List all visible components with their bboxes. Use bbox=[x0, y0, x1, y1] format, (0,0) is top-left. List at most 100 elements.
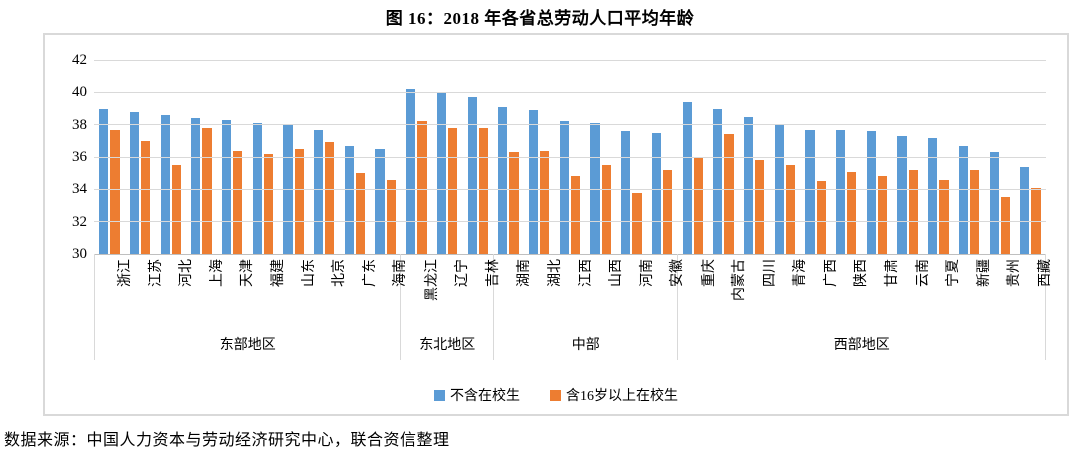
region-province-labels: 重庆 内蒙古 四川 青海 广西 陕西 甘肃 云南 宁夏 新疆 贵州 西藏 bbox=[678, 254, 1053, 327]
bar-江西-不含在校生 bbox=[559, 121, 569, 254]
y-axis: 42 40 38 36 34 32 30 bbox=[51, 52, 87, 262]
bar-江西-含16岁以上在校生 bbox=[570, 176, 581, 254]
gridline-30 bbox=[94, 253, 1046, 255]
category-广东 bbox=[340, 60, 371, 254]
category-福建 bbox=[248, 60, 279, 254]
bar-辽宁-不含在校生 bbox=[436, 92, 447, 254]
bar-北京-含16岁以上在校生 bbox=[325, 142, 335, 254]
bar-宁夏-不含在校生 bbox=[928, 137, 938, 254]
bar-吉林-不含在校生 bbox=[467, 97, 477, 254]
bar-西藏-含16岁以上在校生 bbox=[1031, 187, 1041, 254]
y-tick-label: 38 bbox=[72, 116, 87, 133]
category-重庆 bbox=[677, 60, 708, 254]
bar-内蒙古-不含在校生 bbox=[713, 108, 723, 254]
bar-浙江-不含在校生 bbox=[99, 108, 109, 254]
category-山西 bbox=[585, 60, 616, 254]
x-label-cell: 安徽 bbox=[647, 254, 685, 327]
bar-湖北-不含在校生 bbox=[528, 110, 539, 254]
bar-山东-含16岁以上在校生 bbox=[294, 148, 304, 254]
bar-云南-含16岁以上在校生 bbox=[908, 169, 918, 254]
category-黑龙江 bbox=[401, 60, 432, 254]
bar-上海-不含在校生 bbox=[191, 118, 201, 254]
x-label-cell: 新疆 bbox=[953, 254, 992, 327]
bar-贵州-含16岁以上在校生 bbox=[1000, 197, 1010, 254]
bar-云南-不含在校生 bbox=[897, 135, 907, 254]
gridline-42 bbox=[94, 59, 1046, 61]
bar-辽宁-含16岁以上在校生 bbox=[448, 127, 458, 254]
category-天津 bbox=[217, 60, 248, 254]
region-group-中部: 湖南 湖北 江西 山西 河南 安徽 中部 bbox=[493, 254, 685, 360]
category-上海 bbox=[186, 60, 217, 254]
category-北京 bbox=[309, 60, 340, 254]
category-陕西 bbox=[831, 60, 862, 254]
category-河北 bbox=[155, 60, 186, 254]
bar-广东-含16岁以上在校生 bbox=[355, 173, 366, 254]
bar-西藏-不含在校生 bbox=[1020, 166, 1030, 254]
x-label-西藏: 西藏 bbox=[1037, 259, 1053, 287]
bar-甘肃-不含在校生 bbox=[866, 131, 876, 254]
category-浙江 bbox=[94, 60, 125, 254]
category-甘肃 bbox=[862, 60, 893, 254]
y-tick-label: 32 bbox=[72, 213, 87, 230]
bar-江苏-不含在校生 bbox=[129, 111, 140, 254]
bar-重庆-不含在校生 bbox=[682, 102, 692, 254]
x-label-cell: 吉林 bbox=[463, 254, 501, 327]
gridline-40 bbox=[94, 91, 1046, 93]
bar-陕西-含16岁以上在校生 bbox=[847, 171, 857, 254]
x-label-cell: 天津 bbox=[217, 254, 255, 327]
x-label-cell: 山东 bbox=[278, 254, 317, 327]
x-label-cell: 上海 bbox=[187, 254, 225, 327]
bar-福建-含16岁以上在校生 bbox=[263, 153, 274, 254]
region-group-西部地区: 重庆 内蒙古 四川 青海 广西 陕西 甘肃 云南 宁夏 新疆 贵州 西藏 西部地区 bbox=[677, 254, 1053, 360]
bar-上海-含16岁以上在校生 bbox=[202, 127, 212, 254]
region-label-中部: 中部 bbox=[571, 337, 600, 353]
category-axis: 浙江 江苏 河北 上海 天津 福建 山东 北京 广东 海南 东部地区 黑龙江 辽宁 吉林 东北地区 湖南 湖北江… bbox=[94, 254, 1053, 360]
bar-湖南-含16岁以上在校生 bbox=[509, 152, 519, 254]
bar-海南-不含在校生 bbox=[375, 148, 385, 254]
category-辽宁 bbox=[432, 60, 463, 254]
x-label-cell: 贵州 bbox=[984, 254, 1022, 327]
x-label-cell: 河南 bbox=[616, 254, 655, 327]
bar-福建-不含在校生 bbox=[252, 123, 262, 254]
bar-内蒙古-含16岁以上在校生 bbox=[724, 134, 734, 254]
bar-广东-不含在校生 bbox=[344, 145, 354, 254]
y-tick-label: 34 bbox=[72, 181, 87, 198]
bar-新疆-含16岁以上在校生 bbox=[970, 169, 980, 254]
x-label-cell: 云南 bbox=[892, 254, 931, 327]
bar-四川-含16岁以上在校生 bbox=[755, 160, 765, 254]
y-tick-label: 36 bbox=[72, 149, 87, 165]
bar-贵州-不含在校生 bbox=[989, 152, 999, 254]
x-label-cell: 江苏 bbox=[126, 254, 164, 327]
region-group-东部地区: 浙江 江苏 河北 上海 天津 福建 山东 北京 广东 海南 东部地区 bbox=[94, 254, 408, 360]
x-label-cell: 广西 bbox=[801, 254, 839, 327]
bar-河南-不含在校生 bbox=[621, 131, 631, 254]
gridline-38 bbox=[94, 124, 1046, 126]
y-tick-label: 30 bbox=[72, 246, 87, 262]
y-tick-label: 42 bbox=[72, 52, 87, 68]
bar-甘肃-含16岁以上在校生 bbox=[877, 176, 888, 254]
x-label-cell: 海南 bbox=[370, 254, 408, 327]
bar-黑龙江-不含在校生 bbox=[406, 89, 416, 254]
legend-item-including-students: 含16岁以上在校生 bbox=[550, 385, 678, 405]
category-湖北 bbox=[524, 60, 555, 254]
bar-海南-含16岁以上在校生 bbox=[386, 179, 396, 254]
category-新疆 bbox=[954, 60, 985, 254]
x-label-cell: 重庆 bbox=[678, 254, 717, 327]
bar-河南-含16岁以上在校生 bbox=[632, 192, 642, 254]
x-label-cell: 浙江 bbox=[95, 254, 133, 327]
x-label-cell: 湖南 bbox=[494, 254, 532, 327]
x-label-cell: 湖北 bbox=[525, 254, 563, 327]
x-label-cell: 陕西 bbox=[831, 254, 869, 327]
category-宁夏 bbox=[923, 60, 954, 254]
x-label-cell: 内蒙古 bbox=[709, 254, 747, 327]
x-label-cell: 山西 bbox=[586, 254, 624, 327]
bar-山西-不含在校生 bbox=[590, 123, 600, 254]
category-河南 bbox=[616, 60, 647, 254]
bar-天津-含16岁以上在校生 bbox=[233, 150, 243, 254]
bar-河北-含16岁以上在校生 bbox=[171, 165, 181, 254]
category-贵州 bbox=[984, 60, 1015, 254]
region-label-东北地区: 东北地区 bbox=[419, 337, 476, 353]
bar-湖南-不含在校生 bbox=[498, 106, 508, 254]
x-label-cell: 辽宁 bbox=[432, 254, 470, 327]
gridline-32 bbox=[94, 221, 1046, 223]
